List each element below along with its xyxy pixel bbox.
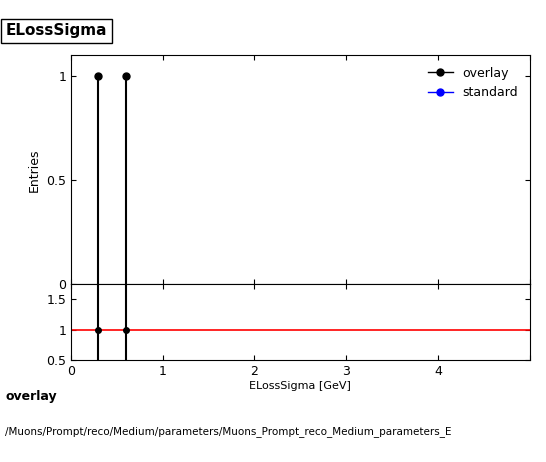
Legend: overlay, standard: overlay, standard: [423, 62, 524, 104]
Text: overlay: overlay: [5, 389, 57, 402]
Text: /Muons/Prompt/reco/Medium/parameters/Muons_Prompt_reco_Medium_parameters_E: /Muons/Prompt/reco/Medium/parameters/Muo…: [5, 426, 452, 437]
X-axis label: ELossSigma [GeV]: ELossSigma [GeV]: [250, 381, 351, 391]
Y-axis label: Entries: Entries: [27, 148, 40, 192]
Text: ELossSigma: ELossSigma: [5, 23, 107, 38]
